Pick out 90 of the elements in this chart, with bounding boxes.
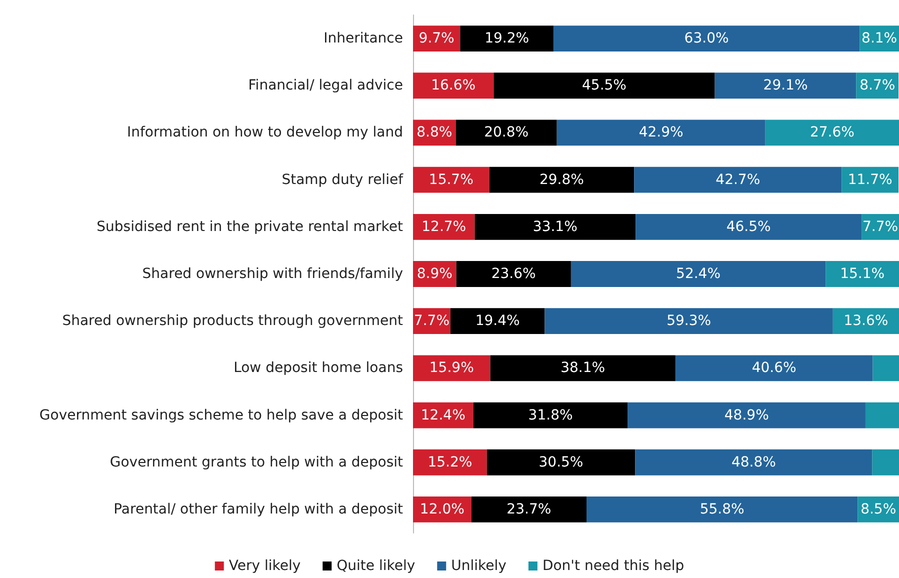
data-label: 33.1% — [532, 218, 578, 235]
data-label: 8.8% — [416, 124, 452, 141]
bar — [456, 261, 571, 287]
bar — [489, 166, 634, 193]
bar — [765, 120, 899, 146]
y-tick-label: Parental/ other family help with a deposit — [114, 501, 404, 518]
data-label: 15.2% — [428, 454, 472, 470]
bar — [872, 449, 899, 476]
y-tick-label: Government grants to help with a deposit — [110, 454, 404, 470]
data-label: 29.1% — [763, 78, 808, 94]
data-label: 12.4% — [420, 407, 466, 424]
data-label: 23.6% — [491, 266, 536, 282]
bar — [413, 355, 490, 382]
data-label: 20.8% — [484, 124, 529, 141]
bar — [832, 308, 899, 334]
legend-label: Don't need this help — [542, 558, 684, 574]
bar — [413, 214, 475, 240]
data-label: 27.6% — [810, 124, 854, 141]
data-label: 48.8% — [731, 454, 776, 470]
bar — [826, 261, 899, 287]
bar — [865, 402, 899, 428]
legend-label: Quite likely — [336, 558, 416, 574]
data-label: 63.0% — [684, 30, 729, 47]
data-label: 19.2% — [484, 30, 530, 47]
data-label: 12.7% — [422, 218, 466, 235]
data-label: 15.7% — [428, 172, 474, 188]
y-tick-label: Stamp duty relief — [282, 172, 404, 188]
data-label: 38.1% — [560, 360, 606, 376]
bar — [636, 214, 862, 240]
bar — [628, 402, 866, 428]
data-label: 9.7% — [418, 30, 454, 47]
data-label: 8.9% — [416, 266, 452, 282]
y-tick-label: Government savings scheme to help save a deposit — [39, 407, 404, 424]
legend-label: Unlikely — [451, 558, 506, 574]
data-label: 45.5% — [582, 78, 626, 94]
bar — [456, 120, 557, 146]
data-label: 48.9% — [724, 407, 769, 424]
bar — [553, 26, 860, 52]
bar — [586, 496, 858, 522]
bar — [413, 72, 494, 99]
y-tick-label: Shared ownership with friends/family — [142, 266, 403, 282]
bar — [413, 166, 490, 193]
bar — [634, 166, 842, 193]
data-label: 16.6% — [431, 78, 476, 94]
bar — [544, 308, 833, 334]
data-label: 8.5% — [860, 501, 896, 518]
data-label: 23.7% — [506, 501, 552, 518]
bar — [486, 449, 636, 476]
y-tick-label: Shared ownership products through government — [62, 313, 404, 330]
bar — [413, 449, 487, 476]
bar — [473, 402, 628, 428]
bar — [460, 26, 554, 52]
data-label: 52.4% — [676, 266, 721, 282]
data-label: 8.1% — [862, 30, 898, 47]
bar — [570, 261, 826, 287]
y-tick-label: Subsidised rent in the private rental market — [96, 218, 404, 235]
data-label: 7.7% — [414, 313, 450, 330]
y-tick-label: Low deposit home loans — [234, 360, 403, 376]
y-tick-label: Information on how to develop my land — [126, 124, 403, 141]
bar — [675, 355, 873, 382]
data-label: 59.3% — [666, 313, 712, 330]
data-label: 8.7% — [860, 78, 896, 94]
data-label: 11.7% — [848, 172, 892, 188]
bar — [450, 308, 545, 334]
bar — [494, 72, 715, 99]
y-tick-label: Financial/ legal advice — [248, 78, 403, 94]
bar — [842, 166, 899, 193]
bar — [872, 355, 899, 382]
data-label: 15.9% — [429, 360, 474, 376]
bar — [474, 214, 636, 240]
data-label: 31.8% — [528, 407, 573, 424]
data-label: 13.6% — [844, 313, 888, 330]
bar — [714, 72, 856, 99]
data-label: 42.9% — [638, 124, 684, 141]
bar — [556, 120, 766, 146]
data-label: 29.8% — [539, 172, 584, 188]
data-label: 30.5% — [538, 454, 584, 470]
data-label: 46.5% — [726, 218, 771, 235]
data-label: 7.7% — [862, 218, 898, 235]
data-label: 40.6% — [752, 360, 796, 376]
bar — [635, 449, 872, 476]
data-label: 12.0% — [420, 501, 464, 518]
y-tick-label: Inheritance — [324, 30, 403, 47]
legend-label: Very likely — [228, 558, 301, 574]
data-label: 42.7% — [716, 172, 760, 188]
data-label: 15.1% — [840, 266, 885, 282]
bar — [490, 355, 676, 382]
data-label: 19.4% — [475, 313, 520, 330]
bar — [471, 496, 586, 522]
data-label: 55.8% — [700, 501, 744, 518]
